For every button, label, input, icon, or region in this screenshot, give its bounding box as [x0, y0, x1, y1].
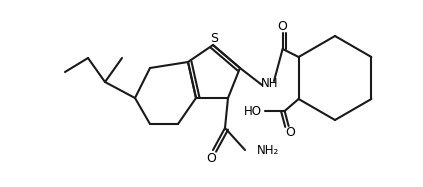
- Text: NH: NH: [261, 76, 279, 90]
- Text: HO: HO: [244, 105, 262, 117]
- Text: NH₂: NH₂: [257, 145, 279, 157]
- Text: O: O: [286, 126, 296, 140]
- Text: O: O: [206, 151, 216, 165]
- Text: S: S: [210, 31, 218, 45]
- Text: O: O: [277, 19, 288, 33]
